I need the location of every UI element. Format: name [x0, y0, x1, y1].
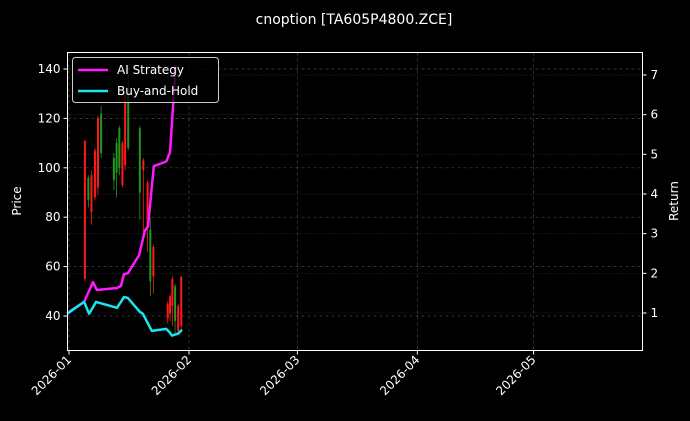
candle-body — [166, 303, 169, 319]
candle-body — [174, 286, 177, 321]
candle-body — [93, 150, 96, 198]
candle-body — [180, 276, 183, 326]
return-tick-label: 6 — [651, 108, 659, 122]
price-tick-label: 60 — [45, 260, 60, 274]
return-tick-label: 5 — [651, 147, 659, 161]
price-axis: 40 60 80 100 120 140 — [38, 62, 68, 323]
candle-body — [100, 113, 103, 153]
return-tick-label: 2 — [651, 266, 659, 280]
price-tick-label: 120 — [38, 111, 61, 125]
legend-label-buy-and-hold: Buy-and-Hold — [117, 84, 198, 98]
candle-body — [83, 140, 86, 279]
candle-body — [146, 182, 149, 228]
candle-body — [169, 296, 172, 314]
candle-body — [97, 118, 100, 188]
candle-body — [149, 229, 152, 282]
axes-frame — [67, 52, 643, 351]
return-lines — [66, 65, 183, 337]
candlesticks — [83, 66, 183, 334]
price-tick-label: 140 — [38, 62, 61, 76]
return-tick-label: 1 — [651, 306, 659, 320]
return-axis-label: Return — [667, 181, 681, 221]
return-tick-label: 7 — [651, 68, 659, 82]
candle-body — [118, 128, 121, 168]
candle-body — [124, 93, 127, 166]
price-tick-label: 100 — [38, 161, 61, 175]
return-axis: 1 2 3 4 5 6 7 — [642, 68, 659, 320]
buy-and-hold-line — [66, 295, 183, 337]
candle-body — [87, 177, 90, 200]
candle-body — [152, 246, 155, 277]
legend-label-ai-strategy: AI Strategy — [117, 63, 184, 77]
price-tick-label: 40 — [45, 309, 60, 323]
candle-body — [115, 143, 118, 173]
candle-body — [121, 143, 124, 186]
legend: AI Strategy Buy-and-Hold — [72, 57, 219, 103]
price-axis-label: Price — [10, 186, 24, 215]
chart-title: cnoption [TA605P4800.ZCE] — [256, 12, 453, 28]
candle-body — [127, 86, 130, 149]
candle-body — [138, 128, 141, 193]
candle-body — [112, 157, 115, 181]
legend-box — [72, 57, 219, 103]
return-tick-label: 4 — [651, 187, 659, 201]
candle-body — [90, 175, 93, 213]
candle-body — [142, 160, 145, 171]
price-tick-label: 80 — [45, 210, 60, 224]
candle-body — [171, 278, 174, 307]
ai-strategy-line — [68, 65, 178, 313]
candle-body — [177, 306, 180, 331]
return-tick-label: 3 — [651, 227, 659, 241]
